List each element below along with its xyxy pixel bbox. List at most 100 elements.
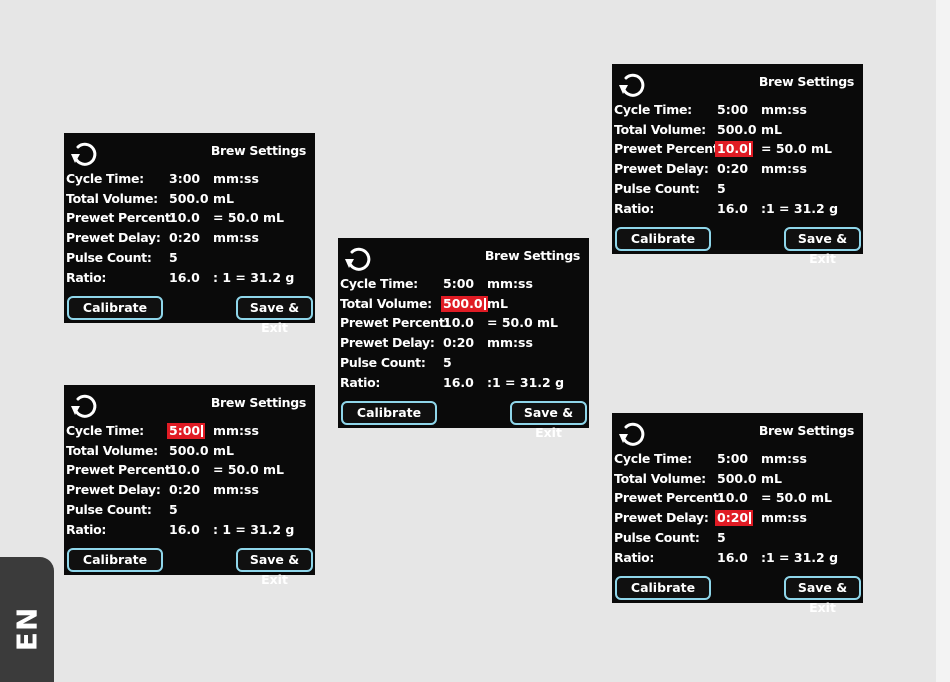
setting-value[interactable]: 5	[717, 529, 726, 545]
setting-label: Total Volume:	[66, 190, 158, 206]
setting-value[interactable]: 0:20	[443, 335, 475, 351]
setting-label: Prewet Delay:	[66, 482, 161, 498]
setting-value[interactable]: 3:00	[169, 171, 201, 186]
setting-value[interactable]: 5:00	[717, 451, 749, 466]
setting-value[interactable]: 10.0	[443, 315, 474, 331]
brew-settings-screen: Brew Settings Cycle Time: 5:00 mm:ss Total …	[338, 238, 589, 440]
save-exit-button[interactable]: Save & Exit	[784, 576, 861, 615]
setting-unit: mm:ss	[761, 510, 807, 526]
setting-value[interactable]: 0:20	[169, 482, 201, 498]
brew-settings-screen: Brew Settings Cycle Time: 5:00 mm:ss Total …	[612, 64, 863, 266]
setting-unit: :1 = 31.2 g	[487, 374, 565, 390]
refresh-icon[interactable]	[343, 244, 373, 274]
setting-value-editing[interactable]: 10.0	[715, 141, 753, 158]
setting-label: Pulse Count:	[614, 180, 700, 196]
setting-label: Ratio:	[340, 374, 381, 390]
setting-value[interactable]: 500.0	[169, 442, 209, 458]
setting-label: Prewet Percent:	[614, 141, 724, 157]
calibrate-button[interactable]: Calibrate	[67, 548, 163, 572]
setting-unit: mL	[761, 121, 782, 137]
setting-value[interactable]: 16.0	[443, 374, 474, 390]
setting-value-editing[interactable]: 5:00	[167, 423, 206, 439]
setting-value[interactable]: 16.0	[717, 200, 748, 216]
screen-title: Brew Settings	[210, 143, 306, 158]
setting-value[interactable]: 500.0	[717, 121, 757, 137]
setting-unit: mL	[213, 442, 234, 458]
brew-settings-screen: Brew Settings Cycle Time: 3:00 mm:ss Total …	[64, 133, 315, 335]
setting-unit: = 50.0 mL	[761, 490, 833, 506]
setting-label: Ratio:	[614, 549, 655, 565]
brew-settings-screen: Brew Settings Cycle Time: 5:00 mm:ss Total …	[612, 413, 863, 615]
setting-value[interactable]: 5	[443, 354, 452, 370]
setting-value[interactable]: 16.0	[717, 549, 748, 565]
save-exit-button[interactable]: Save & Exit	[236, 296, 313, 335]
setting-label: Pulse Count:	[66, 501, 152, 517]
setting-value[interactable]: 0:20	[717, 161, 749, 177]
setting-value[interactable]: 5	[169, 501, 178, 517]
setting-label: Prewet Percent:	[66, 462, 176, 478]
calibrate-button[interactable]: Calibrate	[67, 296, 163, 320]
setting-label: Pulse Count:	[66, 249, 152, 265]
setting-label: Ratio:	[66, 521, 107, 537]
setting-label: Cycle Time:	[66, 171, 144, 186]
setting-value[interactable]: 10.0	[717, 490, 748, 506]
setting-unit: = 50.0 mL	[213, 210, 285, 226]
setting-value[interactable]: 10.0	[169, 210, 200, 226]
setting-unit: = 50.0 mL	[213, 462, 285, 478]
setting-value[interactable]: 10.0	[169, 462, 200, 478]
setting-unit: mm:ss	[213, 230, 259, 246]
setting-unit: = 50.0 mL	[487, 315, 559, 331]
screen-title: Brew Settings	[758, 74, 854, 89]
setting-label: Total Volume:	[66, 442, 158, 458]
refresh-icon[interactable]	[69, 391, 99, 421]
refresh-icon[interactable]	[69, 139, 99, 169]
setting-label: Prewet Percent:	[340, 315, 450, 331]
setting-label: Total Volume:	[614, 470, 706, 486]
setting-unit: mm:ss	[487, 276, 533, 291]
setting-value[interactable]: 16.0	[169, 521, 200, 537]
setting-unit: mL	[213, 190, 234, 206]
setting-label: Cycle Time:	[614, 451, 692, 466]
setting-label: Total Volume:	[614, 121, 706, 137]
setting-label: Pulse Count:	[614, 529, 700, 545]
setting-label: Prewet Delay:	[614, 161, 709, 177]
setting-value-editing[interactable]: 0:20	[715, 510, 754, 527]
setting-label: Total Volume:	[340, 295, 432, 311]
calibrate-button[interactable]: Calibrate	[615, 576, 711, 600]
setting-label: Pulse Count:	[340, 354, 426, 370]
setting-label: Prewet Percent:	[614, 490, 724, 506]
refresh-icon[interactable]	[617, 419, 647, 449]
setting-value[interactable]: 5	[169, 249, 178, 265]
setting-value[interactable]: 500.0	[717, 470, 757, 486]
setting-unit: = 50.0 mL	[761, 141, 833, 157]
calibrate-button[interactable]: Calibrate	[615, 227, 711, 251]
setting-value[interactable]: 5	[717, 180, 726, 196]
setting-label: Ratio:	[66, 269, 107, 285]
save-exit-button[interactable]: Save & Exit	[784, 227, 861, 266]
setting-value[interactable]: 500.0	[169, 190, 209, 206]
setting-unit: :1 = 31.2 g	[761, 549, 839, 565]
language-label: EN	[10, 606, 44, 652]
setting-unit: mm:ss	[213, 482, 259, 498]
page-edge	[936, 0, 950, 682]
save-exit-button[interactable]: Save & Exit	[236, 548, 313, 587]
brew-settings-screen: Brew Settings Cycle Time: 5:00 mm:ss Total …	[64, 385, 315, 587]
setting-label: Prewet Delay:	[614, 510, 709, 526]
setting-unit: : 1 = 31.2 g	[213, 269, 295, 285]
refresh-icon[interactable]	[617, 70, 647, 100]
setting-unit: mm:ss	[761, 102, 807, 117]
setting-unit: mm:ss	[487, 335, 533, 351]
setting-value[interactable]: 5:00	[443, 276, 475, 291]
setting-value[interactable]: 5:00	[717, 102, 749, 117]
setting-label: Prewet Delay:	[340, 335, 435, 351]
calibrate-button[interactable]: Calibrate	[341, 401, 437, 425]
setting-label: Cycle Time:	[340, 276, 418, 291]
setting-value[interactable]: 0:20	[169, 230, 201, 246]
save-exit-button[interactable]: Save & Exit	[510, 401, 587, 440]
setting-unit: mm:ss	[761, 451, 807, 466]
setting-unit: :1 = 31.2 g	[761, 200, 839, 216]
setting-unit: : 1 = 31.2 g	[213, 521, 295, 537]
setting-value[interactable]: 16.0	[169, 269, 200, 285]
setting-value-editing[interactable]: 500.0	[441, 295, 488, 312]
setting-label: Prewet Delay:	[66, 230, 161, 246]
